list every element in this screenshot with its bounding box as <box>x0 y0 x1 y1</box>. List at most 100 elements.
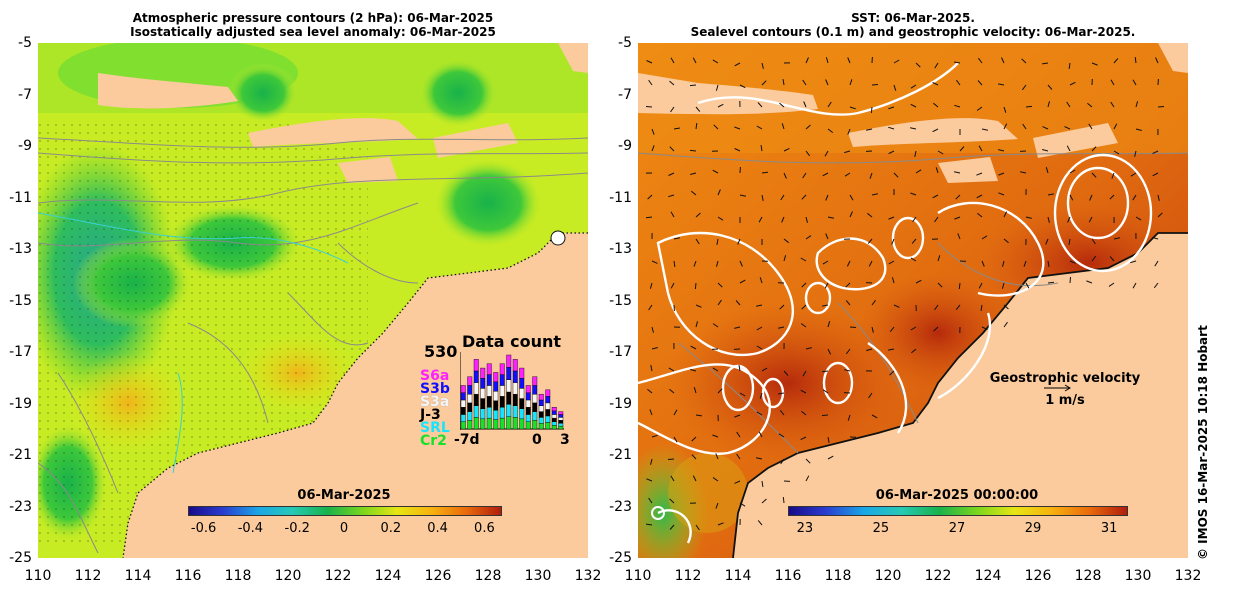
right-y-tick-9: -23 <box>609 498 632 515</box>
velocity-arrow <box>891 277 895 284</box>
velocity-arrow <box>978 282 983 289</box>
velocity-arrow <box>802 370 807 377</box>
velocity-arrow <box>977 80 983 86</box>
left-x-tick-1: 112 <box>74 568 102 584</box>
velocity-arrow <box>734 62 741 67</box>
velocity-arrow <box>717 299 722 306</box>
velocity-arrow <box>1089 194 1093 201</box>
velocity-arrow <box>650 458 653 465</box>
velocity-arrow <box>1130 260 1137 264</box>
velocity-arrow <box>669 146 675 152</box>
left-y-tick-1: -7 <box>18 86 32 103</box>
data-count-bar-segment <box>499 396 505 408</box>
left-x-tick-2: 114 <box>124 568 152 584</box>
velocity-legend-title: Geostrophic velocity <box>989 371 1141 386</box>
velocity-arrow <box>845 282 851 288</box>
velocity-arrow <box>849 326 857 328</box>
data-count-bar-segment <box>460 385 466 393</box>
data-count-bar-segment <box>467 411 473 421</box>
left-x-tick-8: 126 <box>424 568 452 584</box>
velocity-arrow <box>756 411 763 416</box>
velocity-arrow <box>734 126 741 130</box>
velocity-arrow <box>934 62 939 69</box>
velocity-arrow <box>846 260 851 267</box>
data-count-bar-segment <box>486 407 492 419</box>
velocity-arrow <box>1069 260 1076 264</box>
velocity-arrow <box>893 304 900 308</box>
right-x-tick-5: 120 <box>874 568 902 584</box>
sla-map[interactable] <box>38 43 588 558</box>
data-count-bar-segment <box>493 372 499 383</box>
velocity-arrow <box>847 414 851 421</box>
velocity-arrow <box>670 106 675 113</box>
velocity-arrow <box>695 524 700 531</box>
velocity-arrow <box>805 216 808 223</box>
velocity-arrow <box>1111 172 1115 179</box>
velocity-arrow <box>669 498 675 504</box>
velocity-arrow <box>715 453 719 460</box>
velocity-arrow <box>1109 256 1115 262</box>
velocity-arrow <box>954 216 961 220</box>
right-y-tick-8: -21 <box>609 447 632 463</box>
velocity-arrow <box>981 326 988 330</box>
velocity-arrow <box>648 79 653 86</box>
velocity-arrow <box>845 348 851 355</box>
velocity-arrow <box>1047 84 1053 90</box>
velocity-arrow <box>649 409 653 416</box>
velocity-arrow <box>958 282 961 290</box>
data-count-bar-segment <box>480 388 486 399</box>
data-count-bar-segment <box>558 411 564 415</box>
data-count-bar-segment <box>545 422 551 430</box>
velocity-arrow <box>801 282 807 288</box>
velocity-arrow <box>761 480 764 487</box>
left-x-tick-4: 118 <box>224 568 252 584</box>
velocity-arrow <box>910 84 917 89</box>
right-colorbar-tick-3: 29 <box>1024 521 1042 536</box>
velocity-arrow <box>827 321 831 328</box>
data-count-bar-segment <box>532 393 538 404</box>
velocity-arrow <box>651 347 658 350</box>
velocity-arrow <box>935 167 939 174</box>
velocity-arrow <box>871 414 878 419</box>
data-count-bar-segment <box>512 393 518 406</box>
velocity-arrow <box>693 387 697 394</box>
velocity-arrow <box>1025 216 1032 219</box>
sat-label-cr2: Cr2 <box>420 433 447 449</box>
data-count-bar-segment <box>506 391 512 405</box>
data-count-bar-segment <box>551 414 557 419</box>
data-count-bar-segment <box>545 409 551 417</box>
velocity-arrow <box>847 128 851 135</box>
data-count-bar-segment <box>519 418 525 430</box>
velocity-arrow <box>1020 171 1027 174</box>
velocity-arrow <box>893 172 899 178</box>
velocity-arrow <box>1152 172 1159 177</box>
data-count-inset: Data count 530 S6a S3b S3a J-3 SRL Cr2 -7d 0 … <box>420 330 580 450</box>
velocity-arrow <box>695 106 701 112</box>
right-x-tick-11: 132 <box>1174 568 1202 584</box>
left-x-tick-5: 120 <box>274 568 302 584</box>
velocity-arrow <box>933 326 939 332</box>
data-count-xlabel-end: 3 <box>560 432 570 448</box>
velocity-arrow <box>1069 169 1076 174</box>
velocity-arrow <box>670 282 675 289</box>
velocity-arrow <box>1045 167 1049 174</box>
velocity-arrow <box>780 194 785 201</box>
velocity-arrow <box>1042 62 1049 65</box>
velocity-arrow <box>1069 81 1076 86</box>
right-title-line2: Sealevel contours (0.1 m) and geostrophi… <box>690 25 1136 39</box>
velocity-arrow <box>910 326 917 331</box>
sst-map[interactable] <box>638 43 1188 558</box>
velocity-arrow <box>717 522 724 526</box>
data-count-bar-segment <box>486 396 492 408</box>
velocity-arrow <box>827 128 834 133</box>
velocity-arrow <box>998 83 1005 86</box>
data-count-bar-segment <box>499 374 505 386</box>
velocity-arrow <box>801 304 807 310</box>
velocity-arrow <box>910 103 917 108</box>
velocity-arrow <box>998 149 1005 152</box>
velocity-arrow <box>779 409 785 416</box>
data-count-bar-segment <box>467 376 473 386</box>
data-count-bar-segment <box>480 367 486 379</box>
data-count-bar-segment <box>480 408 486 420</box>
velocity-arrow <box>650 365 653 372</box>
